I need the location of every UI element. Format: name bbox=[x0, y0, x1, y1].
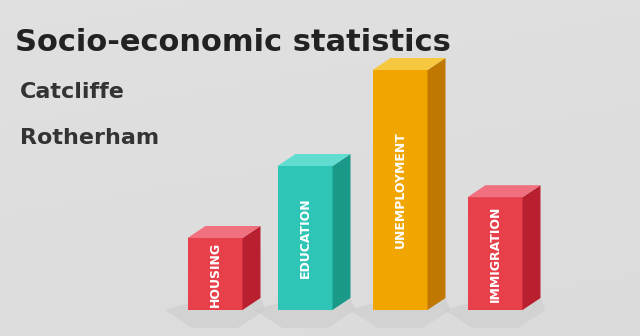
Polygon shape bbox=[333, 154, 351, 310]
Polygon shape bbox=[467, 185, 541, 197]
Text: UNEMPLOYMENT: UNEMPLOYMENT bbox=[394, 132, 406, 248]
Polygon shape bbox=[372, 70, 428, 310]
Polygon shape bbox=[188, 238, 243, 310]
Text: HOUSING: HOUSING bbox=[209, 242, 221, 306]
Polygon shape bbox=[278, 154, 351, 166]
Text: EDUCATION: EDUCATION bbox=[298, 198, 312, 278]
Polygon shape bbox=[164, 298, 266, 328]
Polygon shape bbox=[522, 185, 541, 310]
Polygon shape bbox=[467, 197, 522, 310]
Text: IMMIGRATION: IMMIGRATION bbox=[488, 205, 502, 302]
Polygon shape bbox=[255, 298, 355, 328]
Polygon shape bbox=[243, 226, 260, 310]
Text: Rotherham: Rotherham bbox=[20, 128, 159, 148]
Polygon shape bbox=[349, 298, 451, 328]
Polygon shape bbox=[372, 58, 445, 70]
Polygon shape bbox=[278, 166, 333, 310]
Text: Socio-economic statistics: Socio-economic statistics bbox=[15, 28, 451, 57]
Polygon shape bbox=[428, 58, 445, 310]
Text: Catcliffe: Catcliffe bbox=[20, 82, 125, 102]
Polygon shape bbox=[188, 226, 260, 238]
Polygon shape bbox=[445, 298, 545, 328]
